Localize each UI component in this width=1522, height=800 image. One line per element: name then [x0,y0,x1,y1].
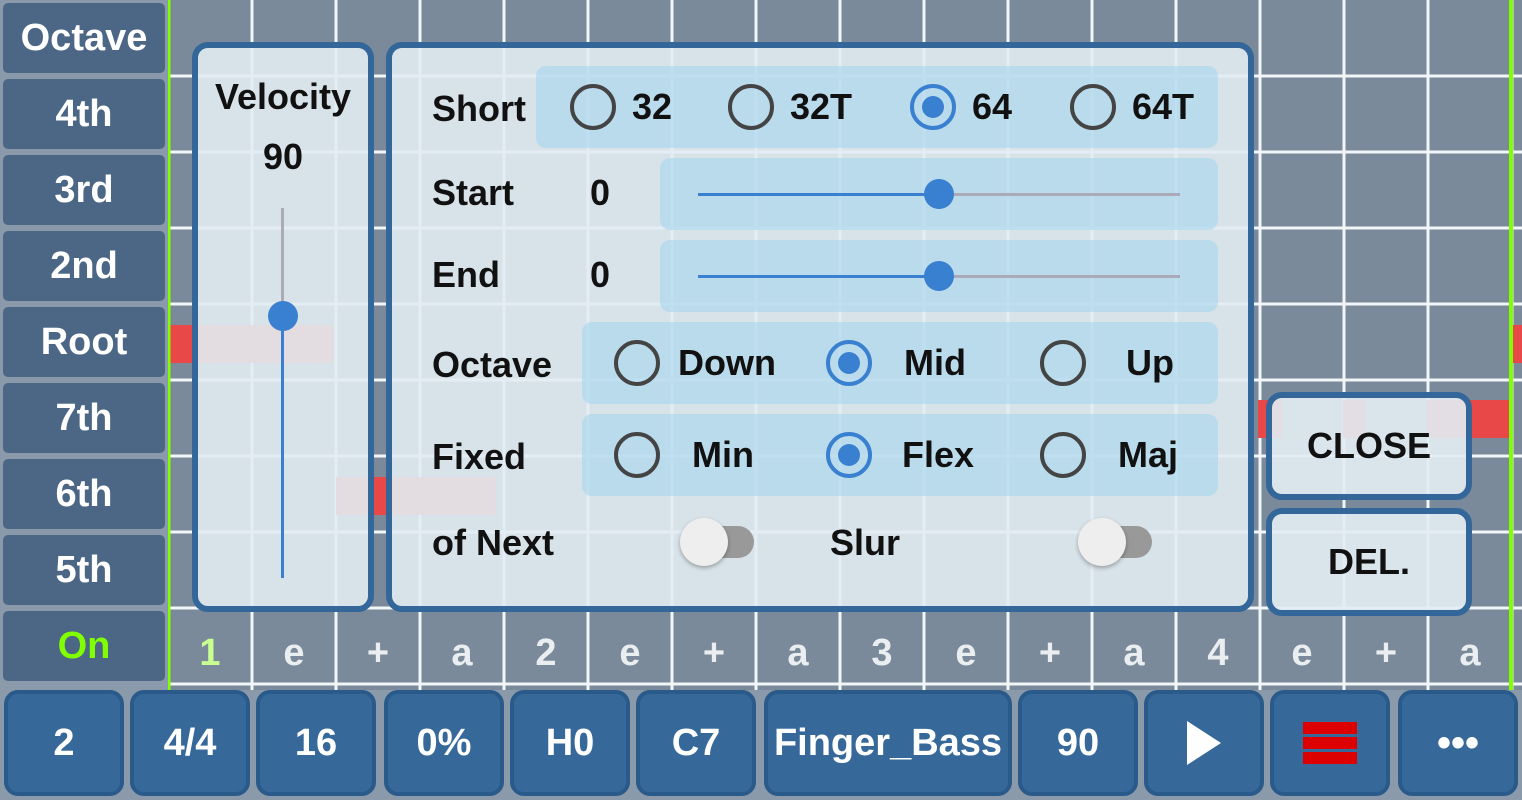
radio-label-32t[interactable]: 32T [790,86,853,127]
octave-label: Octave [432,344,553,385]
velocity-slider-thumb[interactable] [268,300,298,331]
row-label-7th[interactable]: 7th [3,383,165,453]
velocity-slider[interactable] [268,208,298,578]
radio-flex[interactable] [826,432,872,478]
radio-up[interactable] [1040,340,1086,386]
start-label: Start [432,172,515,213]
beat-label: e [283,632,305,674]
beat-label: 4 [1207,632,1229,674]
row-label-5th[interactable]: 5th [3,535,165,605]
radio-label-maj[interactable]: Maj [1118,434,1179,475]
resolution-button[interactable]: 16 [256,690,376,796]
end-label: End [432,254,500,295]
velocity-panel: Velocity 90 [192,42,374,612]
radio-label-flex[interactable]: Flex [902,434,975,475]
beat-label: e [1291,632,1313,674]
radio-label-down[interactable]: Down [678,342,776,383]
list-button[interactable] [1270,690,1390,796]
list-icon [1303,722,1357,764]
row-label-root[interactable]: Root [3,307,165,377]
radio-label-min[interactable]: Min [692,434,754,475]
row-label-3rd[interactable]: 3rd [3,155,165,225]
start-value: 0 [590,172,611,213]
delete-button[interactable]: DEL. [1266,508,1472,616]
radio-32t[interactable] [728,84,774,130]
radio-label-64t[interactable]: 64T [1132,86,1195,127]
beat-label: e [955,632,977,674]
swing-button[interactable]: 0% [384,690,504,796]
row-label-octave[interactable]: Octave [3,3,165,73]
play-button[interactable] [1144,690,1264,796]
chord-button[interactable]: C7 [636,690,756,796]
beat-label: 2 [535,632,557,674]
beat-label: a [787,632,809,674]
slur-label: Slur [830,522,901,563]
radio-32[interactable] [570,84,616,130]
radio-min[interactable] [614,432,660,478]
fixed-label: Fixed [432,436,527,477]
play-icon [1187,721,1221,765]
row-label-on[interactable]: On [3,611,165,681]
row-label-6th[interactable]: 6th [3,459,165,529]
beat-label: + [1038,632,1062,674]
radio-64t[interactable] [1070,84,1116,130]
beat-label: + [702,632,726,674]
beat-label: + [366,632,390,674]
beat-label: 1 [199,632,221,674]
radio-label-32[interactable]: 32 [632,86,673,127]
radio-maj[interactable] [1040,432,1086,478]
velocity-value: 90 [262,136,304,177]
more-icon: ••• [1436,720,1479,765]
close-button[interactable]: CLOSE [1266,392,1472,500]
beat-label: + [1374,632,1398,674]
short-label: Short [432,88,526,129]
octave-radio-group [582,322,1218,404]
fixed-radio-group [582,414,1218,496]
radio-mid[interactable] [826,340,872,386]
more-button[interactable]: ••• [1398,690,1518,796]
end-value: 0 [590,254,611,295]
radio-label-up[interactable]: Up [1126,342,1174,383]
start-slider[interactable] [660,158,1218,230]
beat-label: a [1459,632,1481,674]
radio-label-mid[interactable]: Mid [904,342,966,383]
end-slider[interactable] [660,240,1218,312]
velocity-button[interactable]: 90 [1018,690,1138,796]
row-label-2nd[interactable]: 2nd [3,231,165,301]
note-settings-panel: Short 32 32T 64 64T Start 0 End 0 Octave Do… [386,42,1254,612]
beat-label: 3 [871,632,893,674]
humanize-button[interactable]: H0 [510,690,630,796]
radio-down[interactable] [614,340,660,386]
instrument-button[interactable]: Finger_Bass [764,690,1012,796]
velocity-title: Velocity [214,76,352,117]
beat-label: e [619,632,641,674]
bars-button[interactable]: 2 [4,690,124,796]
row-label-4th[interactable]: 4th [3,79,165,149]
beat-label: a [451,632,473,674]
radio-label-64[interactable]: 64 [972,86,1013,127]
time-signature-button[interactable]: 4/4 [130,690,250,796]
radio-64[interactable] [910,84,956,130]
of-next-label: of Next [432,522,555,563]
end-slider-thumb[interactable] [924,261,954,291]
beat-label: a [1123,632,1145,674]
start-slider-thumb[interactable] [924,179,954,209]
